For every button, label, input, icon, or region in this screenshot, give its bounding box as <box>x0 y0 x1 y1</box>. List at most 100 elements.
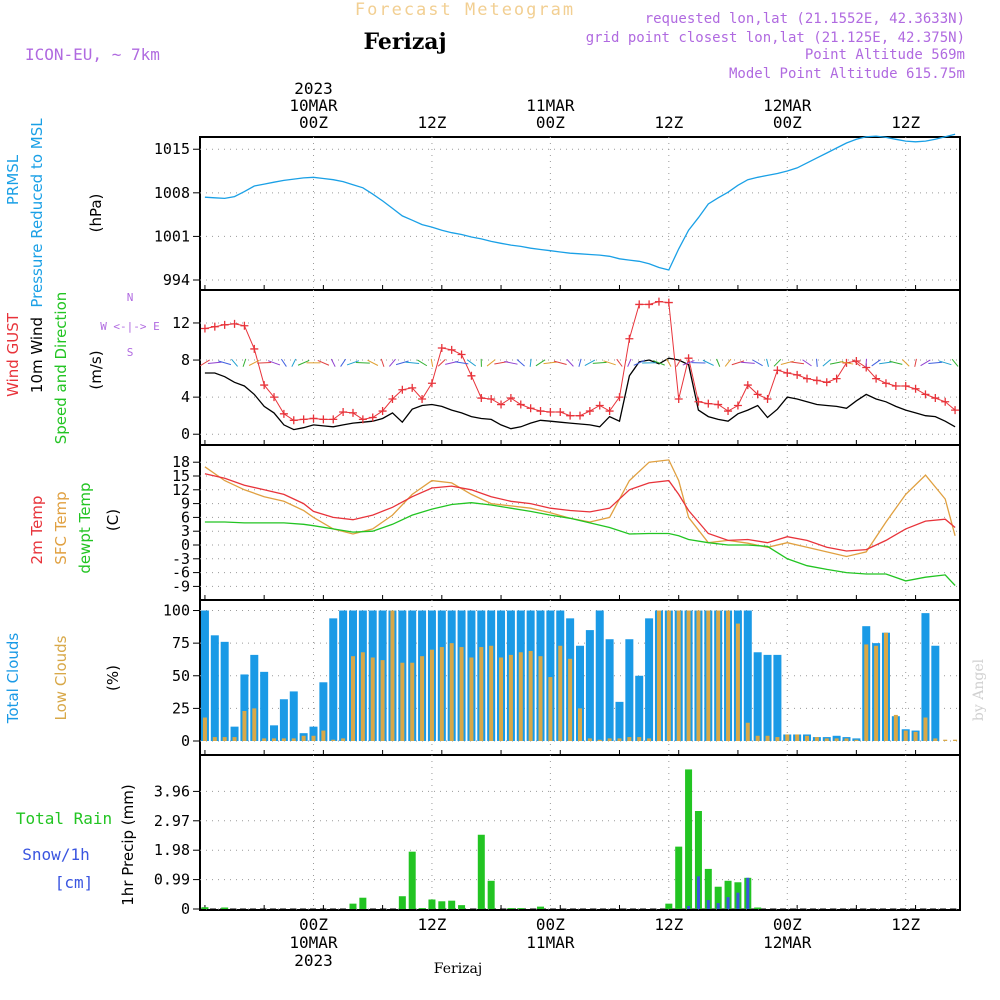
wind-direction-arrow <box>346 360 360 366</box>
low-cloud-bar <box>578 708 582 741</box>
low-cloud-bar <box>429 649 434 741</box>
gust-point <box>339 407 348 416</box>
gust-point <box>595 401 604 410</box>
total-cloud-bar <box>210 635 219 741</box>
y-tick-label: 50 <box>172 667 190 685</box>
total-cloud-bar <box>220 641 229 741</box>
low-cloud-bar <box>765 735 770 741</box>
gust-point <box>546 407 555 416</box>
total-cloud-bar <box>773 654 782 741</box>
wind-direction-arrow <box>914 358 917 367</box>
y-tick-label: 8 <box>181 351 190 369</box>
gust-point <box>447 345 456 354</box>
low-cloud-bar <box>528 650 533 741</box>
wind-direction-arrow <box>380 358 385 367</box>
wind-direction-arrow <box>553 360 567 366</box>
wind-direction-arrow <box>766 358 769 367</box>
total-cloud-bar <box>250 654 259 741</box>
wind-direction-arrow <box>752 359 763 367</box>
wind-direction-arrow <box>566 358 574 367</box>
gust-point <box>516 400 525 409</box>
wind-direction-arrow <box>633 359 645 366</box>
low-cloud-bar <box>864 644 869 741</box>
total-cloud-bar <box>921 613 930 741</box>
y-tick-label: 1.98 <box>154 841 190 859</box>
rain-bar <box>685 769 693 909</box>
wind-direction-arrow <box>355 361 370 364</box>
top-time-label: 12Z <box>417 113 446 132</box>
low-cloud-bar <box>499 657 504 741</box>
gust-point <box>487 394 496 403</box>
low-cloud-bar <box>735 623 740 741</box>
y-tick-label: -3 <box>172 550 190 568</box>
compass-s: S <box>127 346 134 359</box>
total-cloud-bar <box>200 610 209 741</box>
top-time-label: 12Z <box>891 113 920 132</box>
wind-direction-arrow <box>603 360 616 366</box>
rain-bar <box>458 905 466 909</box>
total-cloud-bar <box>289 691 298 741</box>
wind-gust-label: Wind GUST <box>4 312 22 397</box>
rain-bar <box>448 900 456 909</box>
wind-direction-arrow <box>417 359 428 367</box>
temp-sfc-line <box>204 459 956 558</box>
wind-direction-arrow <box>242 358 247 367</box>
low-clouds-label: Low Clouds <box>52 635 70 720</box>
low-cloud-bar <box>597 739 602 741</box>
total-cloud-bar <box>546 610 555 741</box>
y-tick-label: 12 <box>172 314 190 332</box>
low-cloud-bar <box>479 647 484 741</box>
y-tick-label: 3 <box>181 522 190 540</box>
dewpt-line <box>204 502 956 586</box>
low-cloud-bar <box>558 645 563 741</box>
low-cloud-bar <box>360 652 365 741</box>
wind-direction-arrow <box>592 361 607 364</box>
total-cloud-bar <box>279 699 288 741</box>
panel-frame-precip <box>199 754 961 911</box>
wind-direction-arrow <box>928 361 943 364</box>
wind-10m-label: 10m Wind <box>28 317 46 393</box>
low-cloud-bar <box>518 652 523 741</box>
rain-bar <box>517 908 525 909</box>
low-cloud-bar <box>262 738 267 741</box>
total-cloud-bar <box>635 675 644 741</box>
wind-direction-arrow <box>822 359 831 367</box>
wind-dir-label: Speed and Direction <box>52 292 70 445</box>
low-cloud-bar <box>380 660 385 741</box>
rain-bar <box>507 908 515 909</box>
low-cloud-bar <box>745 722 750 741</box>
forecast-title: Forecast Meteogram <box>355 0 575 20</box>
low-cloud-bar <box>242 710 247 741</box>
rain-bar <box>694 811 702 909</box>
total-cloud-bar <box>753 652 762 741</box>
low-cloud-bar <box>913 731 918 741</box>
total-cloud-bar <box>743 610 752 741</box>
panel-frame-temperature <box>199 444 961 601</box>
wind-direction-arrow <box>317 359 330 366</box>
total-cloud-bar <box>763 654 772 741</box>
wind-direction-arrow <box>367 359 379 366</box>
low-cloud-bar <box>637 737 642 741</box>
rain-bar <box>675 846 683 909</box>
wind-direction-arrow <box>584 359 596 367</box>
total-clouds-label: Total Clouds <box>4 633 22 725</box>
low-cloud-bar <box>400 662 405 741</box>
snow-bar <box>726 897 730 909</box>
rain-bar <box>665 903 673 909</box>
wind-direction-arrow <box>938 360 952 366</box>
wind-direction-arrow <box>871 359 881 367</box>
y-tick-label: -6 <box>172 564 190 582</box>
low-cloud-bar <box>824 738 829 741</box>
temp-dewpt-label: dewpt Temp <box>76 482 94 573</box>
low-cloud-bar <box>627 737 632 741</box>
top-time-label: 00Z <box>536 113 565 132</box>
gust-point <box>654 297 663 306</box>
snow-unit-label: [cm] <box>55 873 94 892</box>
wind-direction-arrow <box>199 359 210 367</box>
total-cloud-bar <box>230 726 239 741</box>
wind-direction-arrow <box>616 358 623 367</box>
gust-point <box>733 401 742 410</box>
low-cloud-bar <box>370 657 375 741</box>
top-time-label: 00Z <box>299 113 328 132</box>
low-cloud-bar <box>795 734 800 741</box>
